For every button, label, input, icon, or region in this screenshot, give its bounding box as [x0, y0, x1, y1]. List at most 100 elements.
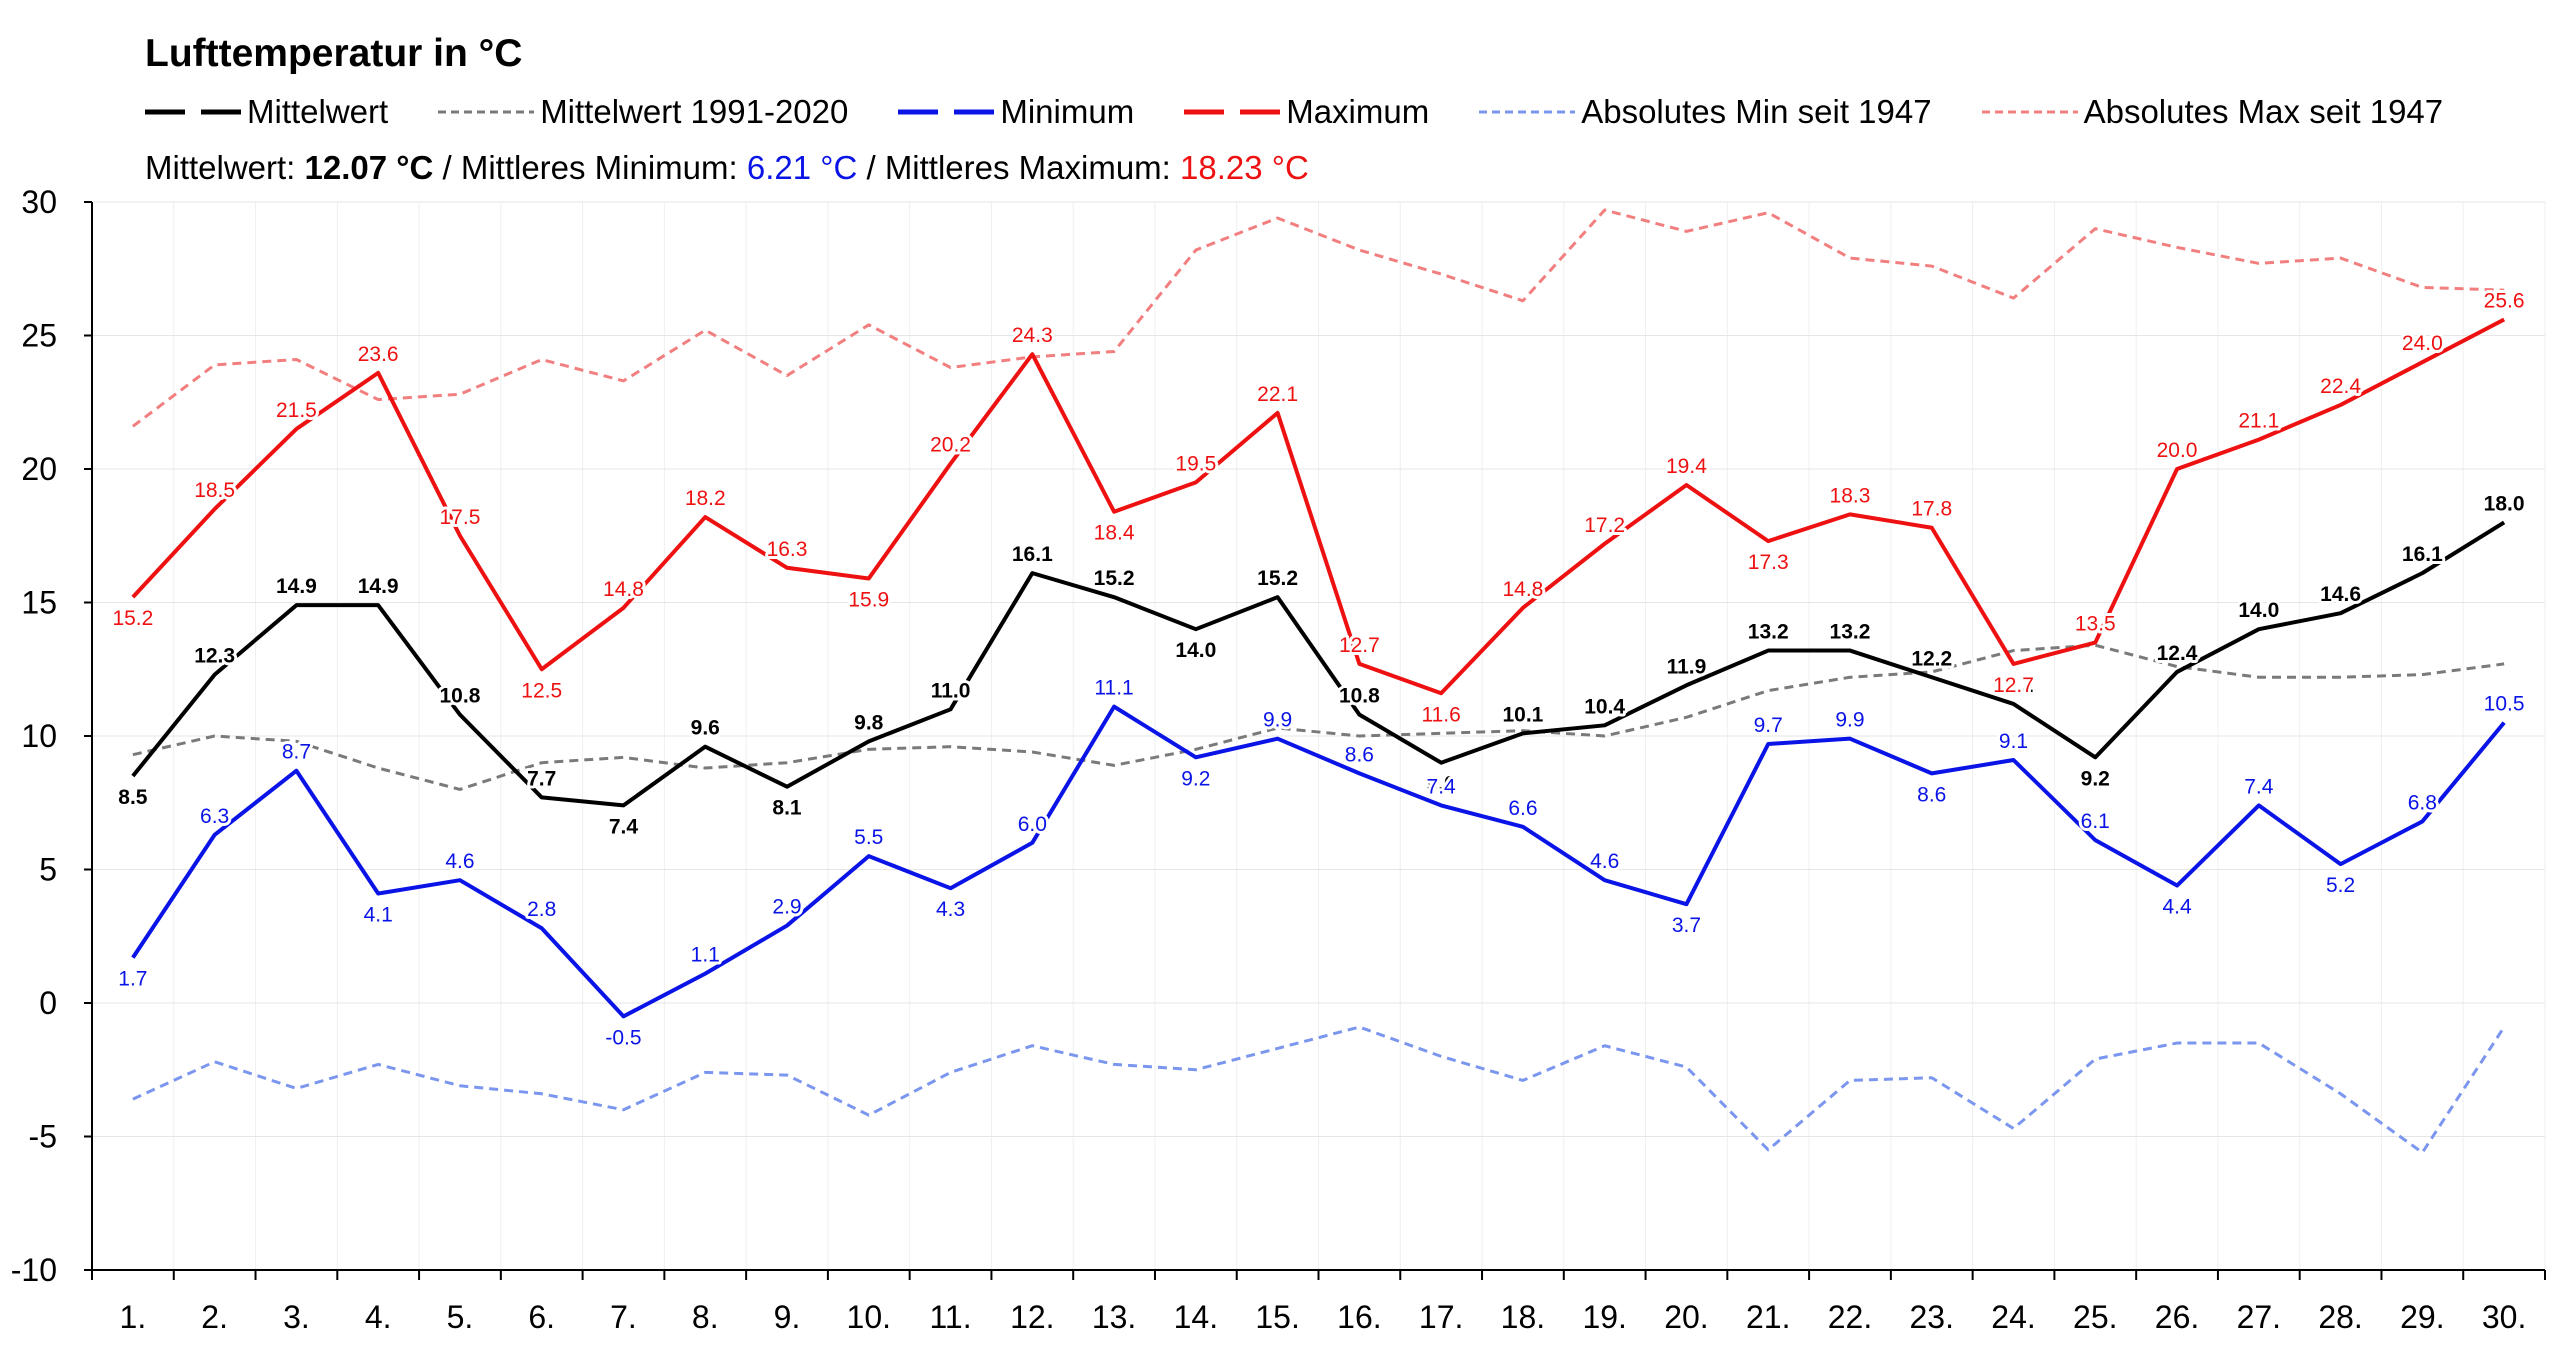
x-tick-label: 14. [1174, 1299, 1218, 1335]
x-tick-label: 27. [2237, 1299, 2281, 1335]
data-label-mittelwert: 10.1 [1502, 703, 1543, 726]
x-tick-label: 18. [1501, 1299, 1545, 1335]
data-label-minimum: 4.6 [445, 850, 474, 873]
data-label-mittelwert: 12.2 [1911, 647, 1952, 670]
data-label-minimum: 1.7 [118, 968, 147, 991]
x-tick-label: 1. [120, 1299, 147, 1335]
data-label-minimum: 9.9 [1835, 709, 1864, 732]
x-tick-label: 30. [2482, 1299, 2526, 1335]
data-label-mittelwert: 11.2 [1994, 674, 2034, 697]
data-label-minimum: 9.2 [1181, 767, 1210, 790]
data-label-minimum: 2.8 [527, 898, 556, 921]
data-label-mittelwert: 14.0 [1175, 639, 1216, 662]
y-tick-label: 15 [21, 585, 57, 621]
summary-line: Mittelwert: 12.07 °C / Mittleres Minimum… [145, 144, 2545, 192]
data-label-maximum: 20.0 [2157, 439, 2198, 462]
data-label-minimum: -0.5 [605, 1026, 641, 1049]
x-tick-label: 24. [1991, 1299, 2035, 1335]
data-label-maximum: 18.4 [1094, 522, 1135, 545]
data-label-minimum: 6.0 [1018, 813, 1047, 836]
data-label-mittelwert: 15.2 [1257, 567, 1298, 590]
x-tick-label: 19. [1582, 1299, 1626, 1335]
legend-label-mittelwert: Mittelwert [247, 93, 389, 130]
legend-swatch-absolutes-max [1981, 110, 2078, 114]
legend-swatch-maximum [1184, 109, 1281, 115]
legend-item-mittelwert: Mittelwert [145, 93, 388, 131]
data-label-mittelwert: 16.1 [1012, 543, 1053, 566]
data-label-mittelwert: 8.1 [772, 797, 802, 820]
y-tick-label: -10 [11, 1252, 57, 1288]
x-tick-label: 28. [2318, 1299, 2362, 1335]
data-label-mittelwert: 16.1 [2402, 543, 2443, 566]
x-tick-label: 6. [528, 1299, 555, 1335]
x-tick-label: 13. [1092, 1299, 1136, 1335]
series-line-maximum [131, 317, 2506, 696]
data-label-mittelwert: 13.2 [1748, 621, 1789, 644]
series-line-minimum [131, 704, 2506, 1019]
data-label-minimum: 6.3 [200, 805, 229, 828]
legend-item-minimum: Minimum [898, 93, 1134, 131]
data-label-minimum: 4.1 [364, 904, 393, 927]
legend-label-absolutes-max: Absolutes Max seit 1947 [2083, 93, 2444, 130]
data-label-maximum: 24.3 [1012, 324, 1053, 347]
data-label-minimum: 6.6 [1508, 797, 1537, 820]
summary-mean-value: 12.07 °C [304, 149, 434, 186]
data-label-minimum: 9.7 [1754, 714, 1783, 737]
series-line-mittelwert-1991-2020 [132, 643, 2505, 791]
data-label-maximum: 13.5 [2075, 613, 2116, 636]
data-label-maximum: 17.5 [440, 506, 481, 529]
data-label-maximum: 14.8 [603, 578, 644, 601]
data-label-maximum: 17.3 [1748, 551, 1789, 574]
data-label-maximum: 15.2 [112, 607, 153, 630]
legend-label-maximum: Maximum [1286, 93, 1430, 130]
x-tick-label: 12. [1010, 1299, 1054, 1335]
data-label-maximum: 12.7 [1339, 634, 1380, 657]
x-tick-label: 20. [1664, 1299, 1708, 1335]
x-tick-label: 17. [1419, 1299, 1463, 1335]
data-label-minimum: 3.7 [1672, 914, 1701, 937]
data-label-mittelwert: 12.4 [2157, 642, 2198, 665]
y-tick-label: 0 [39, 985, 57, 1021]
x-tick-label: 2. [201, 1299, 228, 1335]
x-tick-label: 23. [1910, 1299, 1954, 1335]
x-tick-label: 21. [1746, 1299, 1790, 1335]
data-label-maximum: 18.3 [1830, 484, 1871, 507]
legend-label-mittelwert-1991-2020: Mittelwert 1991-2020 [540, 93, 849, 130]
legend-label-minimum: Minimum [1000, 93, 1135, 130]
legend-item-absolutes-min: Absolutes Min seit 1947 [1479, 93, 1932, 131]
data-label-minimum: 11.1 [1094, 677, 1133, 700]
data-label-maximum: 25.6 [2484, 289, 2525, 312]
data-label-mittelwert: 14.6 [2320, 583, 2361, 606]
data-label-minimum: 6.1 [2081, 810, 2110, 833]
x-tick-label: 5. [447, 1299, 474, 1335]
series-line-absolutes-max-seit-1947 [131, 208, 2505, 428]
data-label-mittelwert: 14.9 [276, 575, 317, 598]
data-label-mittelwert: 15.2 [1094, 567, 1135, 590]
x-tick-label: 15. [1255, 1299, 1299, 1335]
legend-label-absolutes-min: Absolutes Min seit 1947 [1581, 93, 1932, 130]
x-tick-label: 11. [929, 1299, 971, 1335]
y-tick-label: 25 [21, 318, 57, 354]
summary-separator-2: / [857, 149, 885, 186]
x-tick-label: 8. [692, 1299, 719, 1335]
data-label-minimum: 7.4 [1427, 775, 1457, 798]
data-label-minimum: 5.5 [854, 826, 883, 849]
data-label-mittelwert: 7.4 [609, 815, 639, 838]
data-label-maximum: 12.5 [521, 679, 562, 702]
x-tick-label: 7. [610, 1299, 637, 1335]
legend-swatch-mittelwert [145, 109, 241, 115]
data-label-mittelwert: 9.6 [691, 717, 720, 740]
legend-item-maximum: Maximum [1184, 93, 1429, 131]
data-label-mittelwert: 9.8 [854, 711, 884, 734]
data-label-mittelwert: 14.9 [358, 575, 399, 598]
data-label-mittelwert: 18.0 [2484, 492, 2525, 515]
data-label-maximum: 20.2 [930, 434, 971, 457]
data-label-mittelwert: 10.8 [440, 685, 481, 708]
summary-mean-label: Mittelwert: [145, 149, 305, 186]
data-label-maximum: 23.6 [358, 343, 399, 366]
data-label-maximum: 14.8 [1502, 578, 1543, 601]
data-label-minimum: 2.9 [772, 896, 801, 919]
data-label-maximum: 19.5 [1175, 452, 1216, 475]
data-label-mittelwert: 9.2 [2081, 767, 2110, 790]
data-label-minimum: 4.4 [2162, 896, 2192, 919]
